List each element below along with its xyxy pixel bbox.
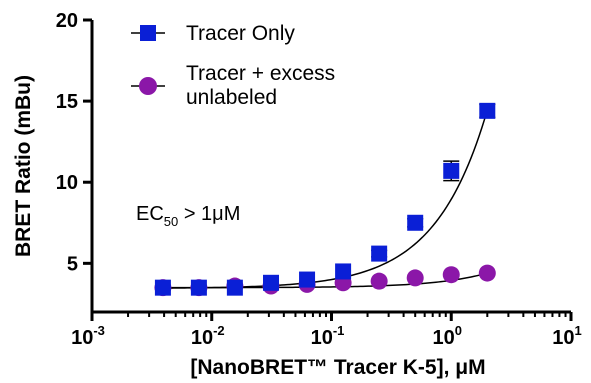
data-point-tracer-only xyxy=(335,263,352,280)
fit-lines-layer xyxy=(162,109,489,289)
data-point-tracer-excess xyxy=(406,269,424,287)
data-point-tracer-only xyxy=(263,274,280,291)
x-tick-label-exponent: -3 xyxy=(93,323,105,338)
ec50-suffix: > 1μM xyxy=(178,203,240,225)
x-tick-label: 10-1 xyxy=(311,323,345,349)
x-tick-label-base: 10 xyxy=(552,327,574,349)
x-tick-label-base: 10 xyxy=(433,327,455,349)
data-point-tracer-only xyxy=(190,279,207,296)
x-tick-label-base: 10 xyxy=(311,327,333,349)
data-point-tracer-excess xyxy=(478,264,496,282)
data-point-tracer-only xyxy=(443,162,460,179)
fit-curve-tracer-excess xyxy=(162,272,488,289)
x-tick-label: 100 xyxy=(433,323,462,349)
legend-circle-marker xyxy=(139,77,157,95)
x-tick-label-base: 10 xyxy=(71,327,93,349)
x-tick-label-exponent: -1 xyxy=(333,323,345,338)
data-point-tracer-only xyxy=(154,279,171,296)
error-bars-layer xyxy=(371,103,496,258)
x-tick-label: 101 xyxy=(552,323,581,349)
y-tick-label: 15 xyxy=(56,91,78,113)
x-tick-label-base: 10 xyxy=(191,327,213,349)
markers-layer xyxy=(154,102,496,297)
fit-curve-tracer-only xyxy=(162,109,489,289)
data-point-tracer-excess xyxy=(442,266,460,284)
legend-label-tracer-excess-line1: Tracer + excess xyxy=(186,62,335,85)
x-tick-label-exponent: -2 xyxy=(213,323,225,338)
data-point-tracer-only xyxy=(407,214,424,231)
ec50-annotation: EC50 > 1μM xyxy=(136,203,240,229)
y-tick-label: 20 xyxy=(56,10,78,32)
x-tick-label-exponent: 0 xyxy=(455,323,462,338)
legend-square-marker xyxy=(140,25,156,41)
data-point-tracer-only xyxy=(479,102,496,119)
data-point-tracer-only xyxy=(226,279,243,296)
legend: Tracer Only Tracer + excess unlabeled xyxy=(131,22,335,109)
x-axis-title: [NanoBRET™ Tracer K-5], μM xyxy=(190,356,485,379)
data-point-tracer-excess xyxy=(370,272,388,290)
data-point-tracer-only xyxy=(371,245,388,262)
ec50-subscript: 50 xyxy=(164,214,178,229)
legend-label-tracer-excess-line2: unlabeled xyxy=(186,86,277,109)
legend-label-tracer-only: Tracer Only xyxy=(186,22,295,45)
x-tick-label: 10-3 xyxy=(71,323,105,349)
y-axis-title: BRET Ratio (mBu) xyxy=(12,75,35,257)
y-tick-label: 10 xyxy=(56,172,78,194)
ec50-prefix: EC xyxy=(136,203,164,225)
x-tick-label: 10-2 xyxy=(191,323,225,349)
y-tick-label: 5 xyxy=(67,253,78,275)
data-point-tracer-only xyxy=(299,271,316,288)
x-tick-label-exponent: 1 xyxy=(575,323,582,338)
